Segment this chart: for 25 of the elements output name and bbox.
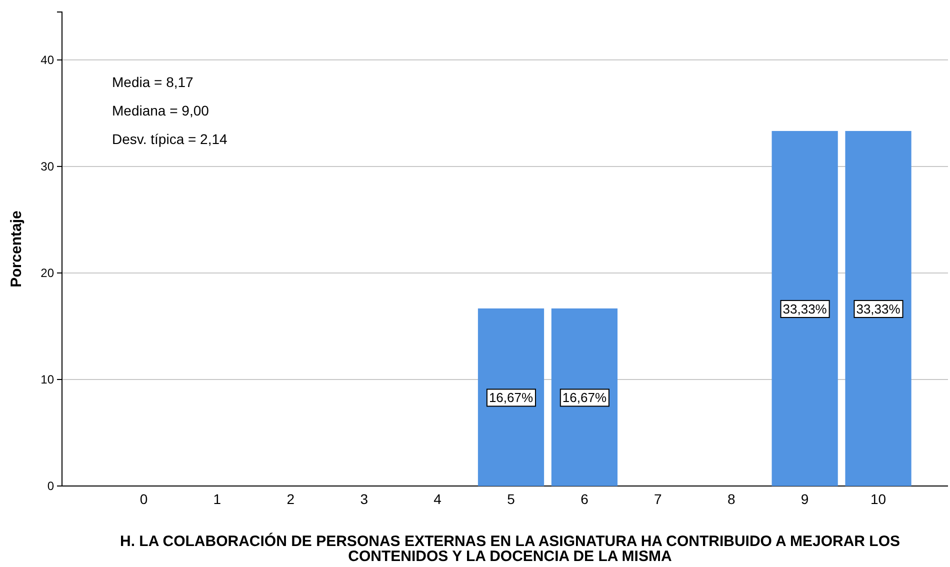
x-tick-label: 2 [286, 490, 295, 507]
x-tick-label: 8 [727, 490, 736, 507]
annotation: Mediana = 9,00 [112, 102, 210, 118]
annotation: Media = 8,17 [112, 74, 194, 90]
data-label: 33,33% [856, 301, 901, 316]
y-tick-label: 10 [40, 372, 54, 386]
x-tick-label: 1 [213, 490, 222, 507]
data-label: 33,33% [782, 301, 828, 316]
data-label: 16,67% [562, 390, 607, 406]
x-tick-label: 0 [140, 490, 148, 507]
x-axis-title: H. LA COLABORACIÓN DE PERSONAS EXTERNAS EN LA ASIGNATURA HA CONTRIBUIDO A MEJORAR LOS CONTENIDOS Y LA DOCENCIA DE LA MISMA [120, 532, 900, 565]
data-label: 16,67% [488, 390, 534, 406]
x-tick-label: 6 [580, 490, 589, 507]
x-tick-label: 4 [434, 490, 442, 507]
x-tick-label: 10 [870, 490, 886, 507]
y-tick-label: 40 [40, 52, 54, 67]
x-tick-label: 5 [507, 490, 516, 507]
y-tick-label: 0 [47, 478, 54, 493]
y-tick-label: 30 [40, 159, 54, 174]
x-tick-label: 3 [360, 490, 368, 507]
y-axis-title: Porcentaje [8, 210, 25, 288]
y-tick-label: 20 [40, 266, 54, 280]
x-tick-label: 9 [800, 490, 809, 507]
annotation: Desv. típica = 2,14 [112, 131, 228, 147]
x-tick-label: 7 [654, 490, 662, 507]
